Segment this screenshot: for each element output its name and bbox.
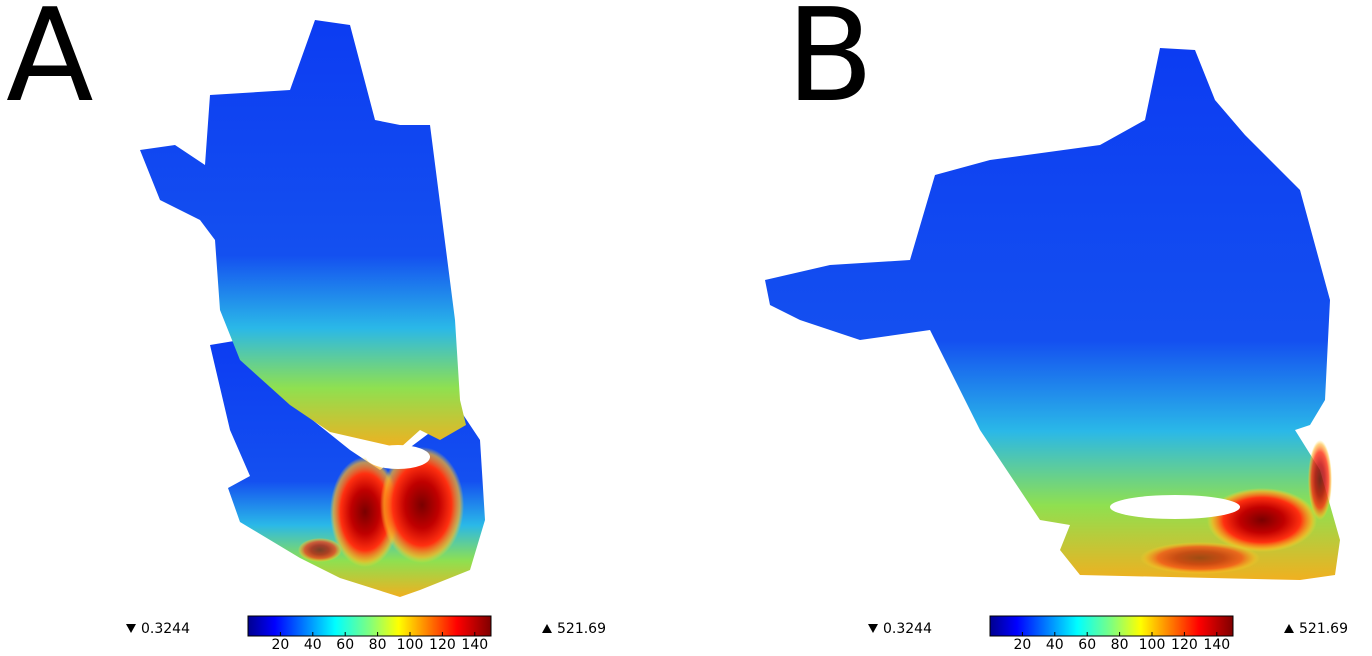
min-value: 0.3244 (883, 621, 932, 637)
colorbar-tick-label: 20 (271, 637, 289, 653)
colorbar-tick-label: 120 (1171, 637, 1198, 653)
colorbar-tick-label: 140 (1203, 637, 1230, 653)
panel-label: A (6, 0, 94, 131)
colorbar-tick-label: 80 (369, 637, 387, 653)
colorbar-tick-label: 20 (1013, 637, 1031, 653)
min-icon (868, 624, 878, 633)
max-icon (542, 624, 552, 633)
colorbar-tick-label: 80 (1111, 637, 1129, 653)
colorbar-tick-label: 60 (336, 637, 354, 653)
colorbar-tick-label: 60 (1078, 637, 1096, 653)
max-value: 521.69 (1299, 621, 1348, 637)
panel-label: B (786, 0, 874, 131)
colorbar-tick-label: 100 (397, 637, 424, 653)
colorbar (248, 616, 491, 636)
colorbar (990, 616, 1233, 636)
colorbar-tick-label: 140 (461, 637, 488, 653)
max-icon (1284, 624, 1294, 633)
model-a (140, 20, 485, 597)
max-value: 521.69 (557, 621, 606, 637)
colorbar-tick-label: 100 (1139, 637, 1166, 653)
min-value: 0.3244 (141, 621, 190, 637)
colorbar-tick-label: 40 (1046, 637, 1064, 653)
colorbar-tick-label: 120 (429, 637, 456, 653)
figure: A 20 40 60 80 100 120 140 0.3244 521.69 B 20 40 60 80 1… (0, 0, 1372, 656)
min-icon (126, 624, 136, 633)
colorbar-tick-label: 40 (304, 637, 322, 653)
